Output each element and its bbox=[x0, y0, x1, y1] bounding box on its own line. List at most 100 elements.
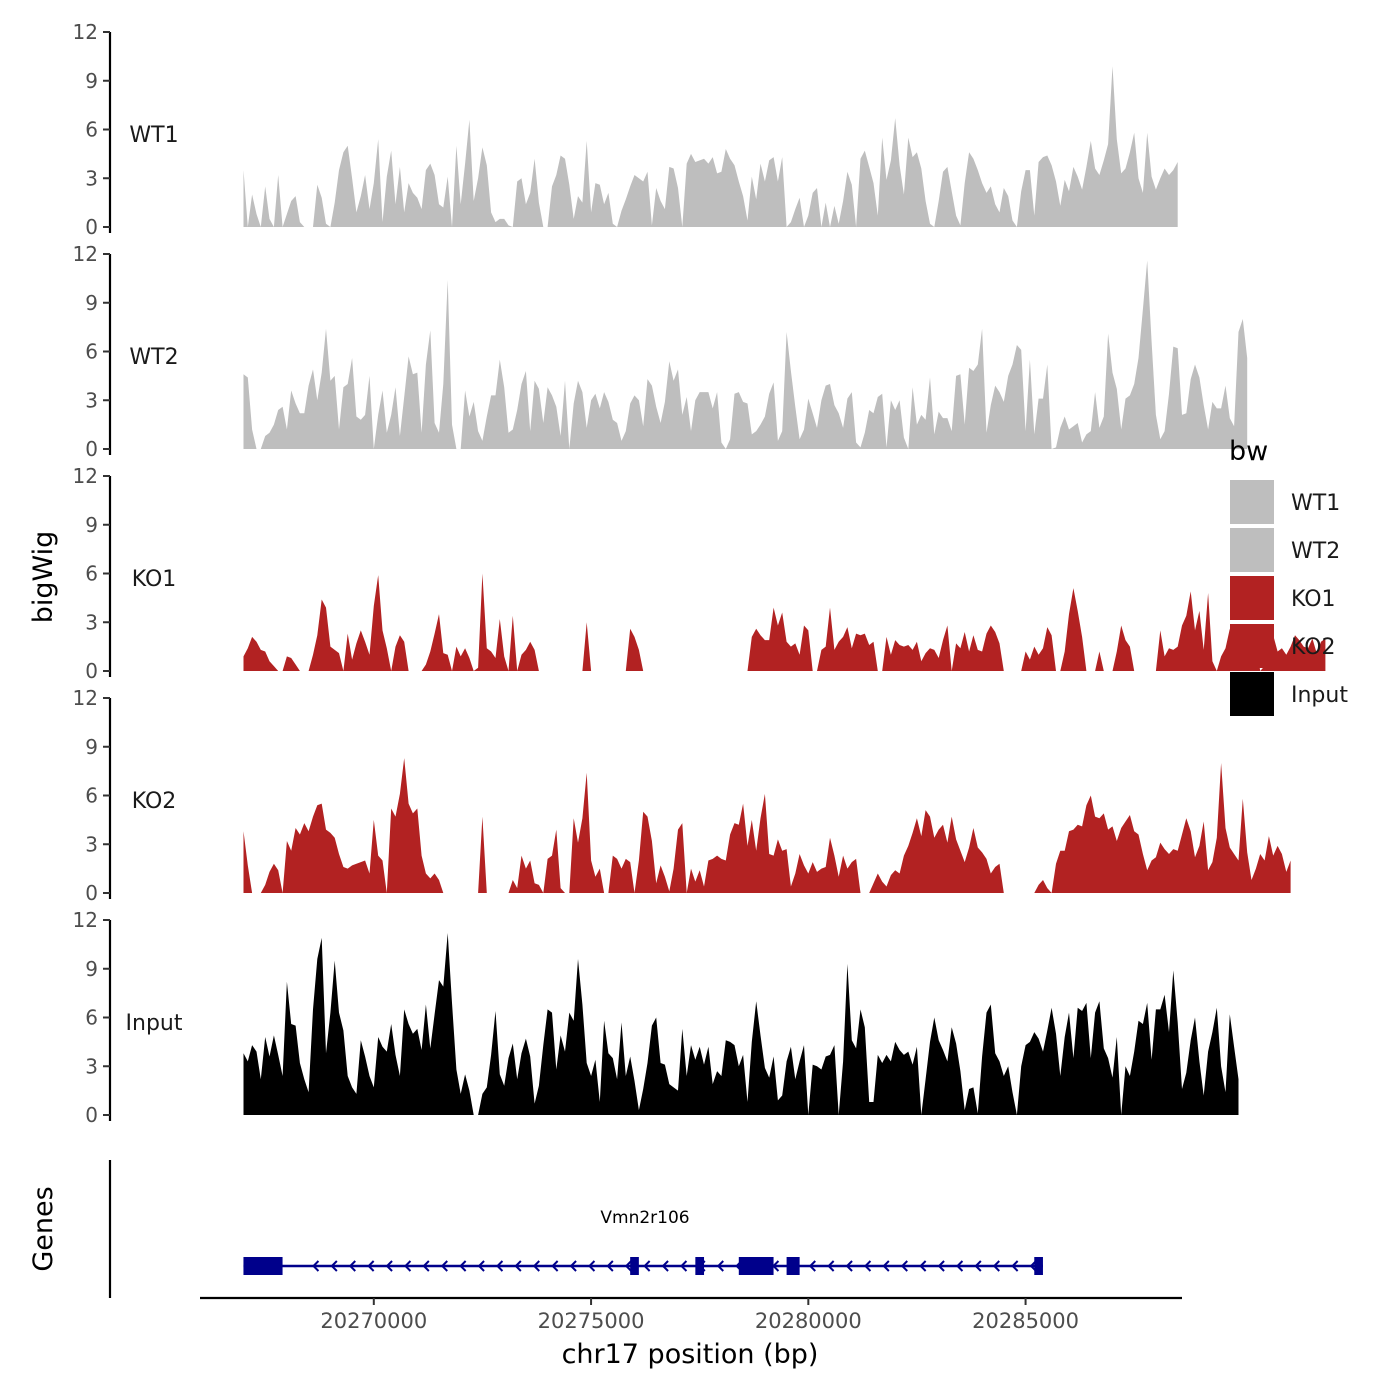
y-tick-label: 3 bbox=[85, 832, 98, 856]
strand-arrow bbox=[808, 1260, 816, 1272]
gene-exon bbox=[695, 1257, 705, 1275]
legend-swatch-input bbox=[1230, 672, 1274, 716]
strand-arrow bbox=[569, 1260, 577, 1272]
strand-arrow bbox=[1011, 1260, 1019, 1272]
strand-arrow bbox=[330, 1260, 338, 1272]
y-tick-label: 3 bbox=[85, 166, 98, 190]
strand-arrow bbox=[882, 1260, 890, 1272]
strand-arrows bbox=[312, 1260, 1037, 1272]
strand-arrow bbox=[606, 1260, 614, 1272]
y-tick-label: 3 bbox=[85, 388, 98, 412]
strand-arrow bbox=[661, 1260, 669, 1272]
y-tick-label: 9 bbox=[85, 735, 98, 759]
x-axis-title: chr17 position (bp) bbox=[562, 1339, 819, 1370]
strand-arrow bbox=[496, 1260, 504, 1272]
area-ko2 bbox=[243, 758, 1291, 893]
strand-arrow bbox=[367, 1260, 375, 1272]
strand-arrow bbox=[422, 1260, 430, 1272]
legend-label-wt2: WT2 bbox=[1291, 539, 1340, 564]
strand-arrow bbox=[404, 1260, 412, 1272]
y-tick-label: 0 bbox=[85, 437, 98, 461]
y-tick-label: 6 bbox=[85, 562, 98, 586]
y-tick-label: 6 bbox=[85, 118, 98, 142]
strand-arrow bbox=[716, 1260, 724, 1272]
y-tick-label: 9 bbox=[85, 957, 98, 981]
track-ko1: 0 3 6 9 12 KO1 bbox=[73, 464, 1326, 683]
strand-arrow bbox=[312, 1260, 320, 1272]
legend-label-input: Input bbox=[1291, 683, 1348, 708]
gene-exon bbox=[630, 1257, 639, 1275]
y-tick-label: 6 bbox=[85, 340, 98, 364]
gene-exon bbox=[738, 1257, 774, 1275]
strand-arrow bbox=[551, 1260, 559, 1272]
track-label-wt1: WT1 bbox=[129, 123, 178, 148]
track-wt2: 0 3 6 9 12 WT2 bbox=[73, 242, 1248, 461]
strand-arrow bbox=[385, 1260, 393, 1272]
track-label-ko1: KO1 bbox=[132, 567, 177, 592]
track-ko2: 0 3 6 9 12 KO2 bbox=[73, 686, 1291, 905]
strand-arrow bbox=[827, 1260, 835, 1272]
strand-arrow bbox=[588, 1260, 596, 1272]
y-axis-title: bigWig bbox=[28, 531, 59, 624]
y-tick-label: 0 bbox=[85, 659, 98, 683]
strand-arrow bbox=[956, 1260, 964, 1272]
legend-label-wt1: WT1 bbox=[1291, 491, 1340, 516]
strand-arrow bbox=[864, 1260, 872, 1272]
area-ko1 bbox=[243, 573, 1326, 671]
legend-swatch-ko1 bbox=[1230, 576, 1274, 620]
area-input bbox=[243, 933, 1239, 1115]
y-tick-label: 9 bbox=[85, 291, 98, 315]
strand-arrow bbox=[643, 1260, 651, 1272]
area-wt2 bbox=[243, 260, 1248, 449]
track-label-ko2: KO2 bbox=[132, 789, 177, 814]
y-tick-label: 0 bbox=[85, 1103, 98, 1127]
y-tick-label: 3 bbox=[85, 610, 98, 634]
strand-arrow bbox=[900, 1260, 908, 1272]
strand-arrow bbox=[532, 1260, 540, 1272]
strand-arrow bbox=[624, 1260, 632, 1272]
y-tick-label: 12 bbox=[73, 464, 98, 488]
gene-exon bbox=[786, 1257, 800, 1275]
track-wt1: 0 3 6 9 12 WT1 bbox=[73, 20, 1178, 239]
y-tick-label: 3 bbox=[85, 1054, 98, 1078]
x-tick-label: 20275000 bbox=[538, 1309, 645, 1333]
strand-arrow bbox=[477, 1260, 485, 1272]
strand-arrow bbox=[937, 1260, 945, 1272]
strand-arrow bbox=[992, 1260, 1000, 1272]
strand-arrow bbox=[514, 1260, 522, 1272]
track-input: 0 3 6 9 12 Input bbox=[73, 908, 1239, 1127]
legend: bw WT1 WT2 KO1 KO2 Input bbox=[1229, 436, 1348, 716]
genes-panel: Genes Vmn2r106 bbox=[28, 1160, 1043, 1298]
y-tick-label: 9 bbox=[85, 513, 98, 537]
gene-exon bbox=[1034, 1257, 1043, 1275]
track-label-wt2: WT2 bbox=[129, 345, 178, 370]
strand-arrow bbox=[919, 1260, 927, 1272]
strand-arrow bbox=[459, 1260, 467, 1272]
strand-arrow bbox=[974, 1260, 982, 1272]
y-tick-label: 12 bbox=[73, 686, 98, 710]
legend-swatch-wt2 bbox=[1230, 528, 1274, 572]
strand-arrow bbox=[680, 1260, 688, 1272]
y-tick-label: 6 bbox=[85, 1006, 98, 1030]
area-wt1 bbox=[243, 66, 1178, 227]
strand-arrow bbox=[845, 1260, 853, 1272]
x-tick-label: 20270000 bbox=[320, 1309, 427, 1333]
y-tick-label: 6 bbox=[85, 784, 98, 808]
x-axis: 20270000 20275000 20280000 20285000 chr17 po… bbox=[200, 1296, 1182, 1370]
y-tick-label: 12 bbox=[73, 908, 98, 932]
y-tick-label: 9 bbox=[85, 69, 98, 93]
strand-arrow bbox=[440, 1260, 448, 1272]
x-tick-label: 20285000 bbox=[972, 1309, 1079, 1333]
gene-name-label: Vmn2r106 bbox=[600, 1208, 689, 1228]
track-label-input: Input bbox=[126, 1011, 183, 1036]
legend-label-ko1: KO1 bbox=[1291, 587, 1336, 612]
legend-label-ko2: KO2 bbox=[1291, 635, 1336, 660]
legend-swatch-wt1 bbox=[1230, 480, 1274, 524]
track-panels: 0 3 6 9 12 WT1 0 3 6 9 12 WT2 0 3 6 9 12 KO1 0 3 6 9 12 KO2 0 3 6 9… bbox=[28, 20, 1326, 1127]
x-tick-label: 20280000 bbox=[755, 1309, 862, 1333]
legend-swatch-ko2 bbox=[1230, 624, 1274, 668]
y-tick-label: 12 bbox=[73, 242, 98, 266]
y-tick-label: 12 bbox=[73, 20, 98, 44]
strand-arrow bbox=[348, 1260, 356, 1272]
